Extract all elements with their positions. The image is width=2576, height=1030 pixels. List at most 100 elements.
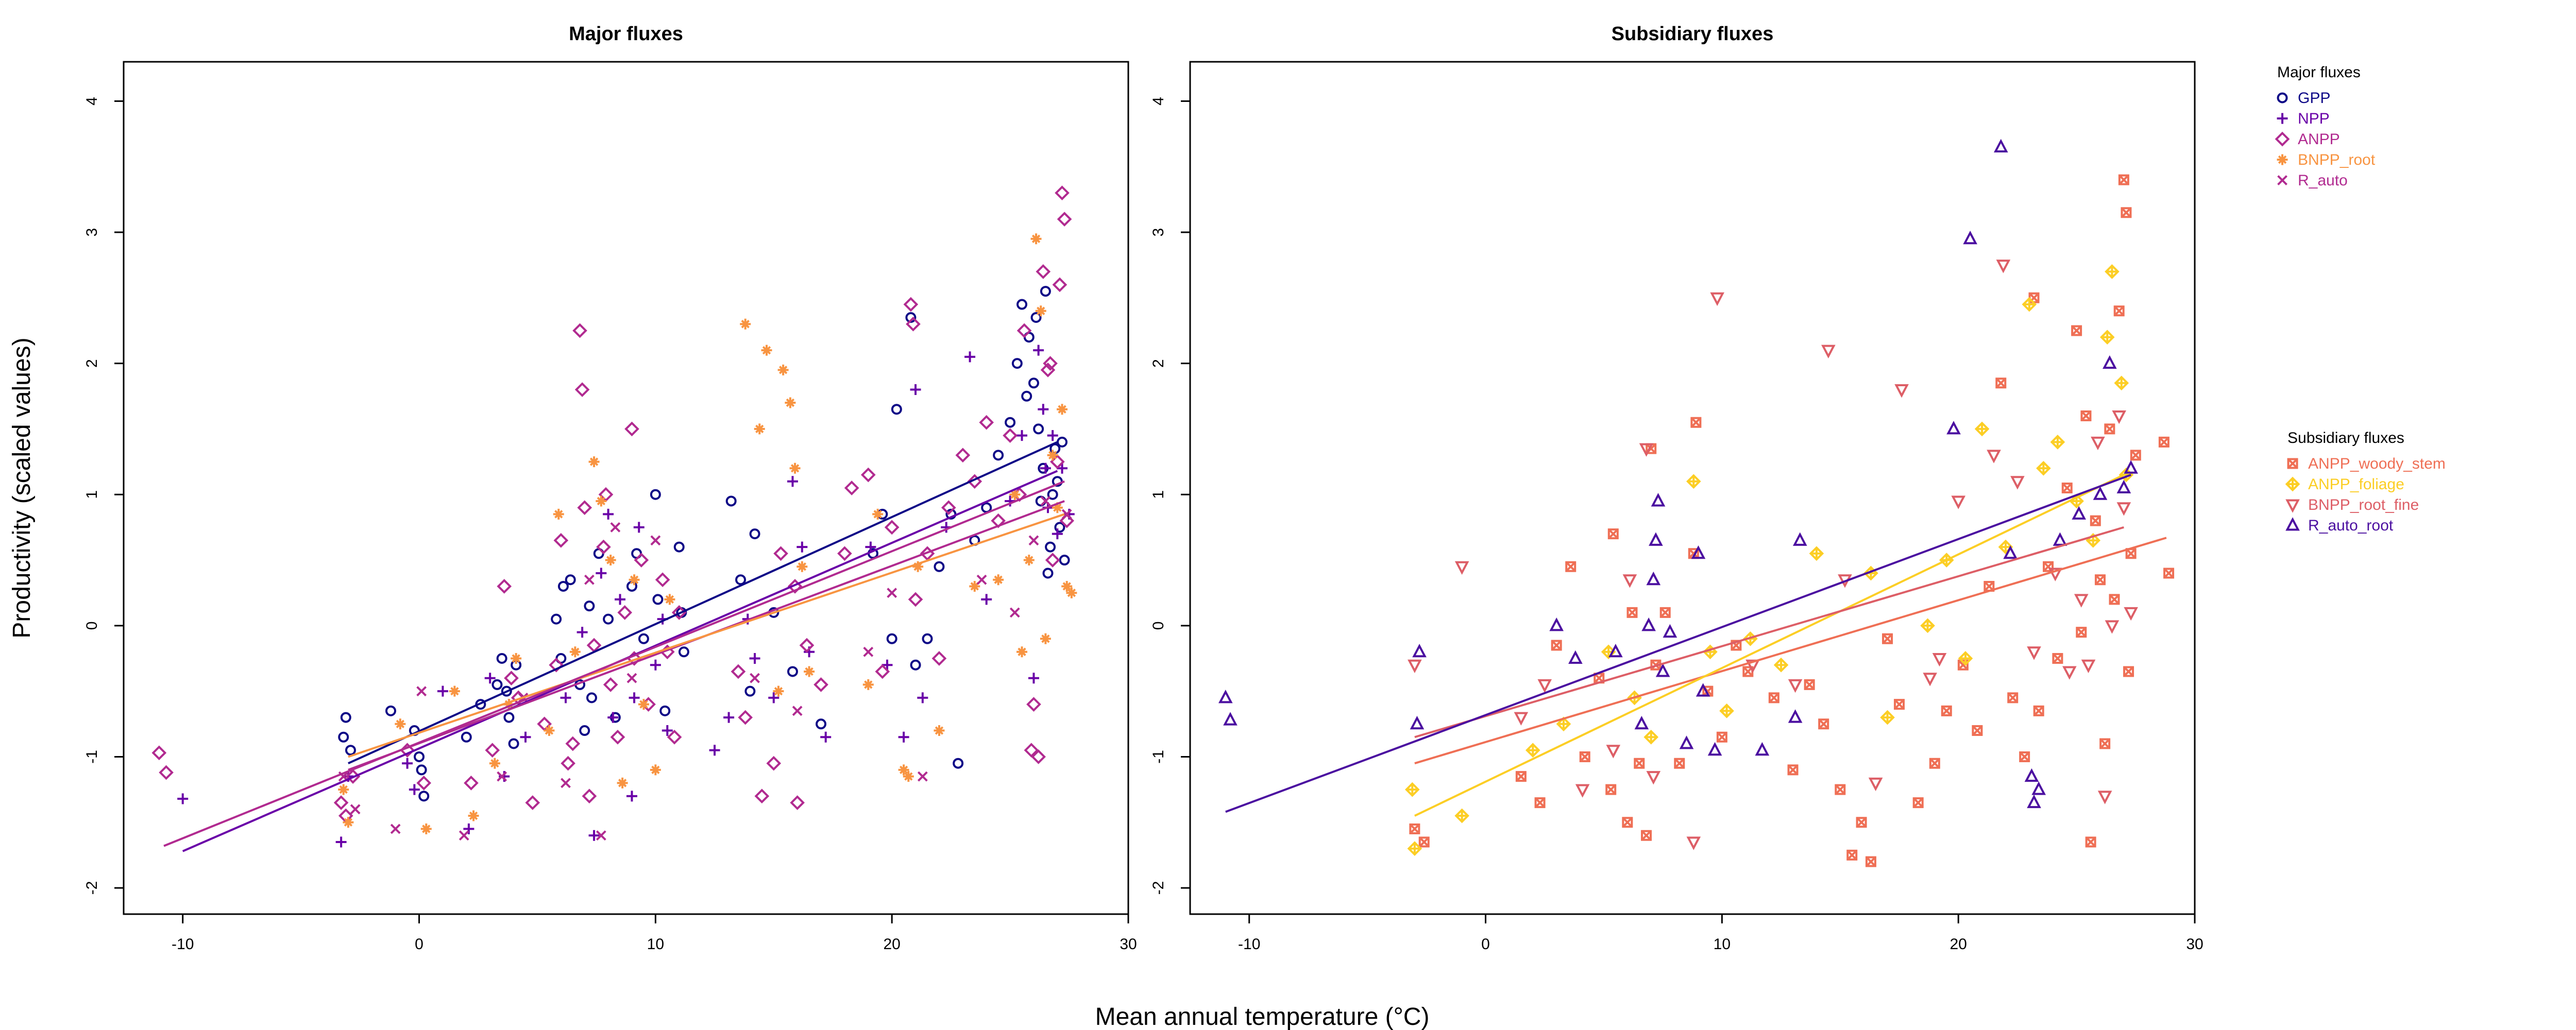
data-point xyxy=(898,764,909,776)
data-point xyxy=(2121,207,2132,218)
data-point xyxy=(603,508,614,520)
data-point xyxy=(1549,617,1564,631)
data-layer xyxy=(151,185,1077,852)
trend-line-r-auto-root xyxy=(1225,474,2131,813)
data-point xyxy=(816,718,827,730)
legend-label: ANPP xyxy=(2298,131,2340,148)
data-point xyxy=(1534,797,1546,809)
data-point xyxy=(525,795,540,810)
data-point xyxy=(584,574,595,585)
data-point xyxy=(2080,410,2092,421)
y-tick-label: 3 xyxy=(83,228,100,237)
legend-marker xyxy=(2285,517,2300,531)
y-tick-label: 1 xyxy=(83,490,100,499)
data-point xyxy=(2072,506,2086,520)
data-point xyxy=(2019,751,2030,762)
data-point xyxy=(551,613,562,625)
data-point xyxy=(1923,673,1937,686)
legend-title: Subsidiary fluxes xyxy=(2287,430,2404,447)
data-point xyxy=(626,791,637,802)
data-point xyxy=(886,633,897,644)
data-point xyxy=(882,659,893,671)
series-bnpp-root xyxy=(338,233,1077,834)
data-point xyxy=(768,692,779,703)
data-point xyxy=(1651,493,1666,507)
data-point xyxy=(1792,532,1807,546)
data-point xyxy=(917,692,928,703)
data-point xyxy=(1963,230,1977,245)
data-point xyxy=(1011,358,1023,369)
data-point xyxy=(740,318,751,330)
legend-item-r-auto-root: R_auto_root xyxy=(2285,517,2394,534)
data-point xyxy=(2125,548,2137,559)
x-axis-title: Mean annual temperature (°C) xyxy=(1095,1003,1430,1030)
data-point xyxy=(1031,749,1046,764)
data-point xyxy=(461,731,472,743)
data-point xyxy=(820,731,832,743)
data-point xyxy=(1047,430,1058,441)
data-point xyxy=(860,467,876,483)
data-point xyxy=(1972,725,1983,736)
legend-label: ANPP_foliage xyxy=(2308,476,2404,493)
data-point xyxy=(1745,659,1760,674)
data-point xyxy=(414,751,425,762)
trend-line-bnpp-root-fine xyxy=(1414,526,2124,739)
data-point xyxy=(1768,692,1780,703)
data-point xyxy=(2116,479,2131,493)
series-bnpp-root-fine xyxy=(1408,260,2138,850)
data-point xyxy=(385,705,396,716)
data-point xyxy=(967,474,982,489)
data-point xyxy=(1005,417,1016,428)
data-point xyxy=(777,364,789,375)
series-r-auto-root xyxy=(1218,139,2138,809)
legend-item-bnpp-root: BNPP_root xyxy=(2277,151,2376,168)
data-point xyxy=(931,651,947,666)
data-point xyxy=(2090,515,2101,526)
data-point xyxy=(664,594,675,605)
data-point xyxy=(906,316,921,332)
data-point xyxy=(2158,436,2170,448)
data-point xyxy=(1646,571,1661,586)
data-point xyxy=(969,580,980,592)
legend-label: BNPP_root_fine xyxy=(2308,496,2419,513)
data-point xyxy=(603,613,614,625)
data-point xyxy=(1040,633,1051,644)
series-gpp xyxy=(338,286,1070,802)
data-point xyxy=(350,804,361,815)
data-point xyxy=(662,725,673,736)
data-point xyxy=(2027,794,2041,809)
data-point xyxy=(1045,553,1060,568)
data-point xyxy=(2103,355,2117,369)
data-point xyxy=(420,823,432,834)
data-point xyxy=(1626,607,1638,618)
data-point xyxy=(497,771,507,782)
data-point xyxy=(1052,277,1067,293)
legend-item-gpp: GPP xyxy=(2277,90,2330,107)
data-point xyxy=(2052,653,2063,664)
legend-label: R_auto_root xyxy=(2308,517,2394,534)
data-point xyxy=(1030,233,1042,245)
data-point xyxy=(1454,808,1469,823)
data-point xyxy=(2105,264,2120,279)
data-point xyxy=(2124,607,2138,621)
data-point xyxy=(1408,659,1422,674)
x-tick-label: -10 xyxy=(172,936,194,953)
data-point xyxy=(837,546,852,561)
data-point xyxy=(2061,483,2073,493)
data-point xyxy=(1410,716,1425,730)
data-point xyxy=(1639,443,1654,457)
data-point xyxy=(1030,312,1042,323)
data-point xyxy=(934,561,945,572)
data-point xyxy=(629,692,640,703)
data-point xyxy=(1061,509,1072,520)
data-point xyxy=(875,664,890,679)
legend-marker xyxy=(2277,175,2287,185)
legend-item-bnpp-root-fine: BNPP_root_fine xyxy=(2285,496,2419,513)
data-point xyxy=(1016,299,1028,310)
data-point xyxy=(596,539,611,555)
data-point xyxy=(1057,404,1068,415)
data-point xyxy=(402,758,413,769)
trend-line-anpp-woody-stem xyxy=(1414,537,2167,765)
data-point xyxy=(572,323,587,338)
